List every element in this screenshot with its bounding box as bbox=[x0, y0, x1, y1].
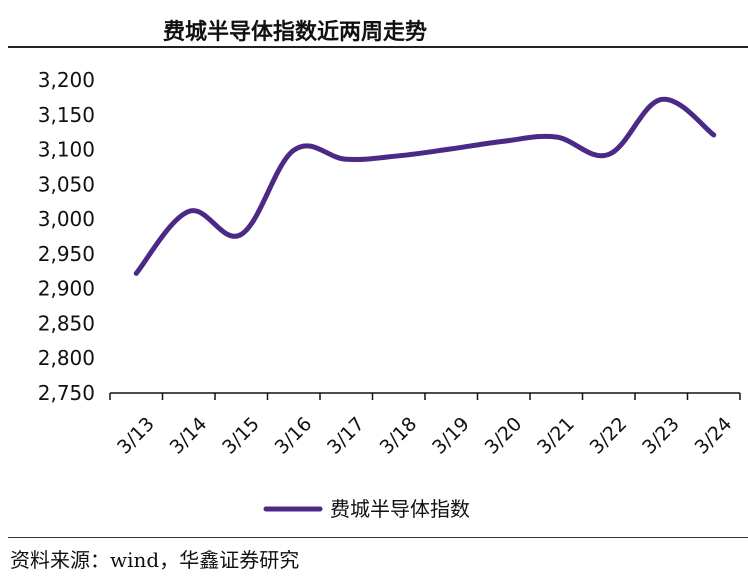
series-line-philadelphia-semiconductor-index bbox=[133, 96, 717, 276]
x-tick-label: 3/20 bbox=[481, 413, 527, 459]
y-tick-label: 2,900 bbox=[38, 277, 95, 301]
x-tick-label: 3/17 bbox=[323, 413, 369, 459]
y-tick-label: 2,750 bbox=[38, 381, 95, 405]
y-tick-label: 2,850 bbox=[38, 311, 95, 335]
x-tick-label: 3/23 bbox=[638, 413, 684, 459]
y-tick-label: 3,150 bbox=[38, 103, 95, 127]
x-tick-label: 3/16 bbox=[271, 413, 317, 459]
source-note: 资料来源：wind，华鑫证券研究 bbox=[10, 548, 300, 572]
y-axis-ticks: 3,200 3,150 3,100 3,050 3,000 2,950 2,900 2,850… bbox=[38, 68, 95, 405]
y-tick-label: 3,000 bbox=[38, 207, 95, 231]
chart-canvas: 3,200 3,150 3,100 3,050 3,000 2,950 2,900 2,850… bbox=[38, 68, 741, 521]
x-axis-ticks: 3/13 3/14 3/15 3/16 3/17 3/18 3/19 3/20 3/21 3/22… bbox=[109, 393, 741, 459]
y-tick-label: 3,100 bbox=[38, 138, 95, 162]
footer-divider bbox=[8, 537, 748, 538]
legend-label: 费城半导体指数 bbox=[330, 497, 470, 521]
x-tick-label: 3/13 bbox=[113, 413, 159, 459]
x-tick-label: 3/18 bbox=[376, 413, 422, 459]
x-tick-label: 3/22 bbox=[586, 413, 632, 459]
y-tick-label: 2,950 bbox=[38, 242, 95, 266]
x-tick-label: 3/21 bbox=[533, 413, 579, 459]
x-tick-label: 3/15 bbox=[218, 413, 264, 459]
title-divider bbox=[8, 46, 748, 48]
y-tick-label: 3,200 bbox=[38, 68, 95, 92]
y-tick-label: 3,050 bbox=[38, 172, 95, 196]
legend: 费城半导体指数 bbox=[263, 497, 470, 521]
x-tick-label: 3/14 bbox=[166, 413, 212, 459]
y-tick-label: 2,800 bbox=[38, 346, 95, 370]
x-tick-label: 3/19 bbox=[428, 413, 474, 459]
chart-title: 费城半导体指数近两周走势 bbox=[162, 19, 427, 45]
x-tick-label: 3/24 bbox=[691, 413, 737, 459]
